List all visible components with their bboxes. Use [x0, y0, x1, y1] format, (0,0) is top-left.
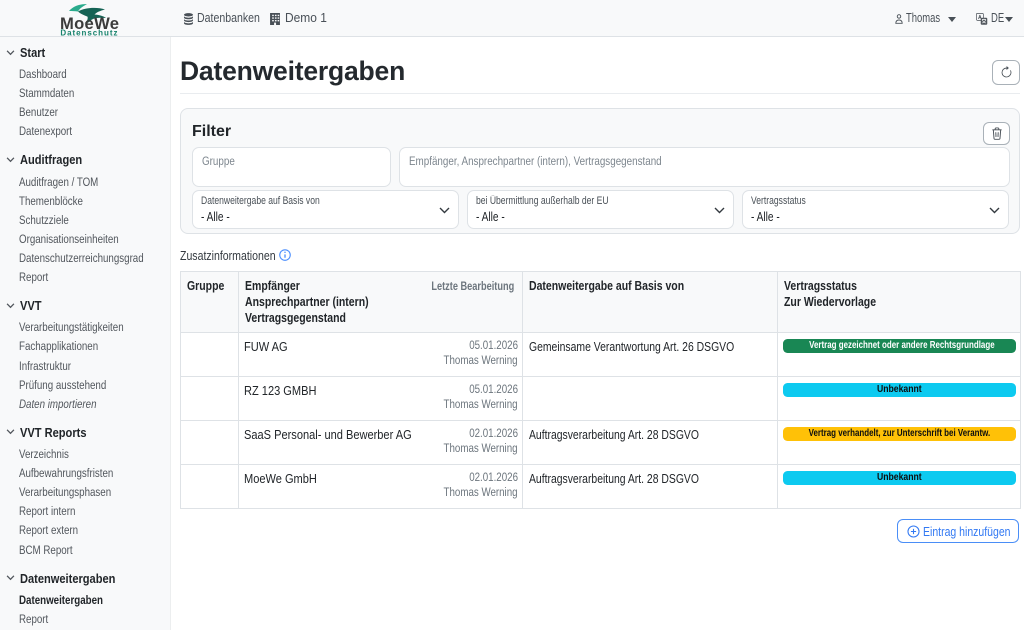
svg-text:Datenschutz: Datenschutz: [60, 29, 118, 36]
svg-text:MoeWe: MoeWe: [60, 14, 119, 33]
